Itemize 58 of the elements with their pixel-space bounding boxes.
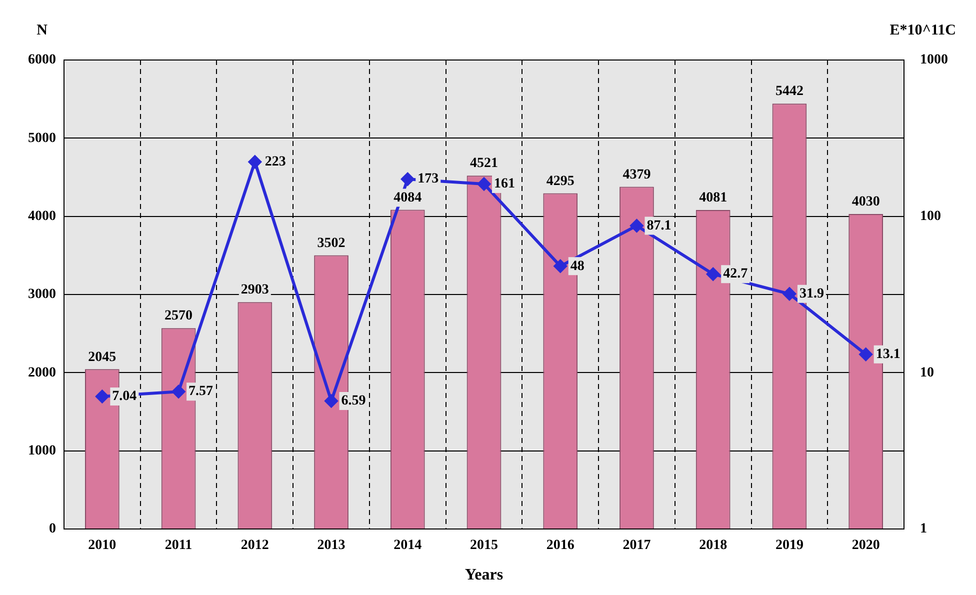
y-tick-label: 4000 [28,208,56,224]
data-label: 31.9 [799,286,824,302]
y2-axis-title: E*10^11C [890,22,956,38]
point [401,172,414,186]
data-label: 13.1 [876,346,900,362]
data-label: 6.59 [341,394,366,409]
data-label: 161 [494,176,515,192]
data-label: 4379 [622,167,651,182]
data-label: 4084 [394,190,422,206]
x-tick-label: 2013 [317,538,346,554]
data-label: 2903 [240,282,269,298]
y-tick-label: 1000 [28,443,56,458]
x-tick-label: 2010 [88,538,116,554]
x-tick-label: 2012 [240,538,269,554]
data-label: 7.04 [112,389,137,404]
x-tick-label: 2019 [775,538,804,554]
point [172,385,186,398]
data-label: 2045 [88,350,116,365]
data-label: 7.57 [188,384,214,400]
data-label: 4030 [852,194,880,210]
point [324,394,338,408]
data-label: 223 [264,154,286,170]
x-tick-label: 2020 [852,538,880,554]
data-label: 173 [418,172,439,187]
point [782,287,796,300]
point [248,155,262,168]
point [478,178,490,190]
y-tick-label: 3000 [28,287,56,302]
data-label: 87.1 [646,218,672,234]
data-label: 2570 [164,308,193,324]
point [630,219,644,232]
data-label: 5442 [775,84,804,100]
point [859,348,872,361]
y-tick-label: 2000 [28,365,56,380]
point [554,260,567,273]
point [96,390,109,403]
x-axis-title: Years [464,566,504,584]
x-tick-label: 2018 [699,538,728,554]
y2-tick-label: 10 [920,365,934,380]
data-label: 42.7 [723,266,748,282]
data-label: 4295 [546,174,574,189]
x-tick-label: 2015 [470,538,498,554]
x-tick-label: 2017 [622,538,651,554]
point [706,268,720,281]
y-tick-label: 5000 [28,130,56,146]
y2-tick-label: 1000 [920,52,948,68]
x-tick-label: 2016 [546,538,574,554]
data-label: 3502 [317,236,346,251]
y2-tick-label: 100 [920,208,941,224]
data-label: 4081 [699,190,728,206]
x-tick-label: 2014 [394,538,422,554]
data-label: 4521 [470,156,498,172]
data-label: 48 [570,258,584,274]
x-tick-label: 2011 [164,538,192,554]
y-tick-label: 6000 [28,52,56,68]
y2-tick-label: 1 [920,522,927,537]
y-tick-label: 0 [49,522,56,537]
y-axis-title: N [36,22,48,38]
